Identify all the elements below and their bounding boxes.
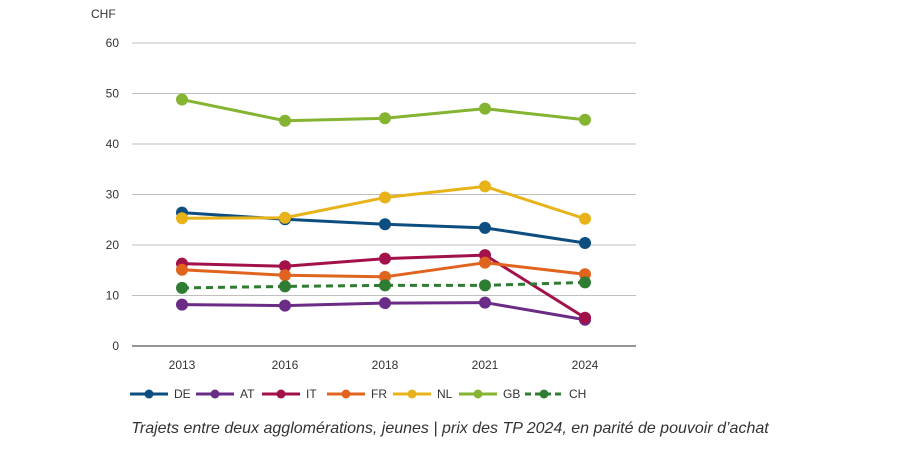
legend-item-gb: GB bbox=[459, 387, 520, 401]
x-tick-label: 2013 bbox=[169, 358, 196, 372]
data-point bbox=[579, 311, 591, 324]
data-point bbox=[279, 269, 291, 282]
data-point bbox=[379, 191, 391, 204]
data-point bbox=[579, 276, 591, 289]
legend-swatch-marker bbox=[144, 389, 154, 399]
legend-label: NL bbox=[437, 387, 453, 401]
data-point bbox=[479, 102, 491, 115]
data-point bbox=[379, 252, 391, 265]
series-group bbox=[176, 93, 591, 326]
x-tick-label: 2021 bbox=[472, 358, 499, 372]
y-tick-label: 60 bbox=[106, 36, 120, 50]
x-tick-labels: 2013 2016 2018 2021 2024 bbox=[169, 358, 599, 372]
legend-swatch-marker bbox=[407, 389, 417, 399]
data-point bbox=[479, 221, 491, 234]
y-tick-label: 10 bbox=[106, 289, 120, 303]
series-gb bbox=[176, 93, 591, 127]
legend-swatch-marker bbox=[341, 389, 351, 399]
y-tick-label: 30 bbox=[106, 188, 120, 202]
legend-swatch-marker bbox=[539, 389, 549, 399]
legend-item-nl: NL bbox=[393, 387, 453, 401]
data-point bbox=[279, 299, 291, 312]
legend-item-it: IT bbox=[262, 387, 317, 401]
legend-label: CH bbox=[569, 387, 586, 401]
x-tick-label: 2018 bbox=[372, 358, 399, 372]
legend-label: FR bbox=[371, 387, 387, 401]
data-point bbox=[176, 263, 188, 276]
data-point bbox=[479, 180, 491, 193]
data-point bbox=[379, 279, 391, 292]
x-tick-label: 2016 bbox=[272, 358, 299, 372]
data-point bbox=[479, 279, 491, 292]
x-tick-label: 2024 bbox=[572, 358, 599, 372]
grid-lines bbox=[132, 42, 636, 347]
data-point bbox=[279, 114, 291, 127]
data-point bbox=[479, 296, 491, 309]
y-axis-unit-label: CHF bbox=[91, 7, 116, 21]
series-nl bbox=[176, 180, 591, 225]
legend-swatch-marker bbox=[473, 389, 483, 399]
data-point bbox=[176, 298, 188, 311]
legend-item-fr: FR bbox=[327, 387, 387, 401]
data-point bbox=[579, 236, 591, 249]
chart-caption: Trajets entre deux agglomérations, jeune… bbox=[131, 420, 769, 437]
data-point bbox=[379, 112, 391, 125]
y-tick-labels: 0 10 20 30 40 50 60 bbox=[106, 36, 120, 353]
data-point bbox=[279, 280, 291, 293]
legend: DE AT IT FR NL GB CH bbox=[130, 387, 586, 401]
y-tick-label: 40 bbox=[106, 137, 120, 151]
data-point bbox=[379, 218, 391, 231]
data-point bbox=[279, 211, 291, 224]
data-point bbox=[176, 281, 188, 294]
line-chart: CHF 0 10 20 30 40 50 60 2013 2016 2018 2021 2024 D… bbox=[91, 7, 636, 401]
series-de bbox=[176, 206, 591, 249]
legend-label: AT bbox=[240, 387, 255, 401]
data-point bbox=[579, 212, 591, 225]
series-line bbox=[181, 280, 586, 290]
data-point bbox=[176, 212, 188, 225]
y-tick-label: 50 bbox=[106, 87, 120, 101]
data-point bbox=[279, 260, 291, 273]
legend-swatch-marker bbox=[210, 389, 220, 399]
series-ch bbox=[176, 276, 591, 294]
y-tick-label: 0 bbox=[112, 339, 119, 353]
data-point bbox=[379, 270, 391, 283]
legend-swatch-marker bbox=[276, 389, 286, 399]
data-point bbox=[379, 297, 391, 310]
series-fr bbox=[176, 256, 591, 283]
legend-item-at: AT bbox=[196, 387, 255, 401]
data-point bbox=[479, 256, 491, 269]
data-point bbox=[176, 93, 188, 106]
series-at bbox=[176, 296, 591, 326]
legend-label: GB bbox=[503, 387, 520, 401]
legend-label: IT bbox=[306, 387, 317, 401]
data-point bbox=[579, 113, 591, 126]
legend-item-de: DE bbox=[130, 387, 191, 401]
legend-label: DE bbox=[174, 387, 191, 401]
y-tick-label: 20 bbox=[106, 238, 120, 252]
legend-item-ch: CH bbox=[525, 387, 586, 401]
